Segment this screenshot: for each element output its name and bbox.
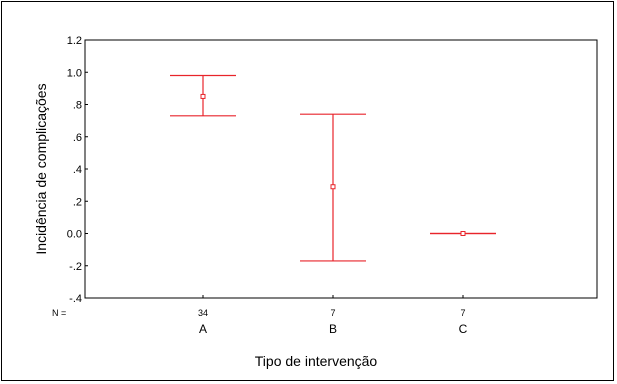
category-label: C bbox=[459, 322, 468, 336]
category-label: A bbox=[199, 322, 207, 336]
y-tick-label: 0.0 bbox=[67, 229, 82, 241]
n-prefix-label: N = bbox=[52, 308, 66, 318]
y-tick-label: .4 bbox=[73, 164, 82, 176]
n-count-label: 7 bbox=[460, 308, 465, 318]
error-bar-c bbox=[430, 231, 496, 236]
error-bars bbox=[170, 74, 496, 262]
mean-marker bbox=[460, 231, 466, 236]
x-axis-title: Tipo de intervenção bbox=[255, 353, 378, 369]
plot-area bbox=[84, 39, 598, 299]
y-tick-label: .2 bbox=[73, 196, 82, 208]
n-count-label: 34 bbox=[198, 308, 208, 318]
mean-marker bbox=[330, 184, 336, 190]
y-axis: -.4 -.2 0.0 .2 .4 .6 .8 1.0 1.2 bbox=[67, 35, 88, 305]
category-label: B bbox=[329, 322, 337, 336]
error-bar-b bbox=[300, 113, 366, 262]
y-tick-label: 1.2 bbox=[67, 35, 82, 47]
y-tick-label: 1.0 bbox=[67, 67, 82, 79]
n-count-label: 7 bbox=[330, 308, 335, 318]
mean-marker bbox=[200, 93, 206, 99]
error-bar-a bbox=[170, 74, 236, 117]
y-tick-label: .6 bbox=[73, 132, 82, 144]
x-axis: 34 A 7 B 7 C bbox=[198, 295, 468, 336]
y-tick-label: -.4 bbox=[69, 293, 82, 305]
y-tick-label: .8 bbox=[73, 100, 82, 112]
y-axis-title: Incidência de complicações bbox=[33, 83, 49, 254]
y-tick-label: -.2 bbox=[69, 261, 82, 273]
